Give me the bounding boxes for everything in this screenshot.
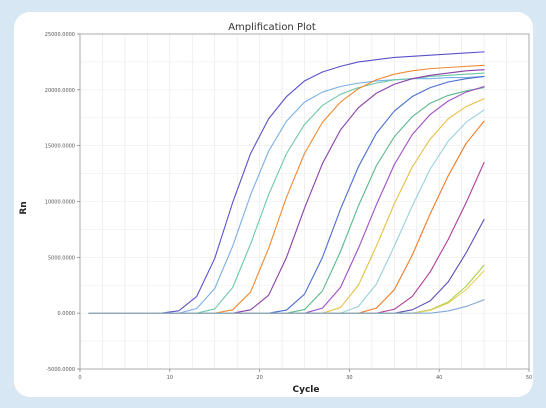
- series-line-14: [88, 264, 485, 314]
- chart-title: Amplification Plot: [228, 22, 316, 33]
- x-tick-label: 50: [526, 375, 532, 381]
- amplification-plot: Amplification Plot -5000.0000 0.0000 5000.…: [19, 22, 532, 395]
- y-tick-label: 15000.0000: [45, 144, 75, 150]
- series-line-6: [88, 75, 485, 314]
- y-tick-label: 5000.0000: [48, 255, 75, 261]
- x-tick-label: 30: [346, 375, 352, 381]
- series-line-3: [88, 72, 485, 314]
- x-tick-label: 10: [167, 375, 173, 381]
- series-line-9: [88, 98, 485, 314]
- series-line-12: [88, 161, 485, 314]
- x-axis-label: Cycle: [293, 385, 320, 395]
- y-tick-label: 10000.0000: [45, 200, 75, 206]
- x-tick-label: 0: [78, 375, 81, 381]
- series-line-16: [88, 299, 485, 314]
- y-tick-label: 20000.0000: [45, 88, 75, 94]
- series-line-1: [88, 51, 485, 314]
- series-line-2: [88, 75, 485, 314]
- series-line-11: [88, 120, 485, 314]
- x-tick-label: 40: [436, 375, 442, 381]
- series-line-10: [88, 109, 485, 314]
- y-tick-label: 0.0000: [58, 311, 76, 317]
- x-tick-label: 20: [256, 375, 262, 381]
- series-line-15: [88, 270, 485, 314]
- series-line-4: [88, 64, 485, 314]
- series-line-13: [88, 218, 485, 314]
- y-tick-label: 25000.0000: [45, 32, 75, 38]
- y-tick-label: -5000.0000: [46, 367, 75, 373]
- chart-panel: Amplification Plot -5000.0000 0.0000 5000.…: [14, 12, 533, 397]
- series-line-5: [88, 69, 485, 314]
- y-axis-label: Rn: [19, 201, 29, 214]
